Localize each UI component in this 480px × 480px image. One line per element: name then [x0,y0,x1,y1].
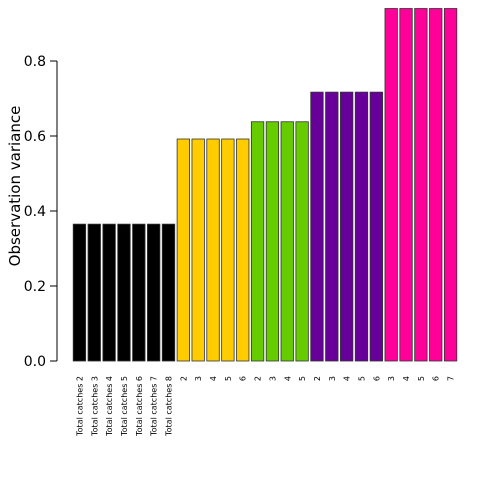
x-tick-label: 3 [268,376,277,381]
x-tick-label: Total catches 8 [165,376,174,437]
bars [72,8,458,362]
bar [102,223,116,362]
x-tick-label: 6 [432,376,441,381]
bar [295,121,309,362]
x-tick-label: 5 [224,376,233,381]
y-axis-label: Observation variance [6,106,24,267]
x-tick-label: 2 [254,376,263,381]
bar [161,223,176,362]
x-tick-label: 4 [402,376,411,381]
bar [280,121,294,362]
bar [414,8,428,362]
bar [87,223,101,362]
bar [206,138,220,362]
bar [265,121,280,362]
bar [221,138,235,362]
bar [117,223,131,362]
bar [147,223,161,362]
bar [236,138,250,362]
x-tick-label: 4 [209,376,218,381]
bar [310,91,324,362]
y-axis: 0.0 0.2 0.4 0.6 0.8 [24,54,58,370]
x-tick-label: 3 [194,376,203,381]
x-tick-label: 4 [283,376,292,381]
x-tick-labels: Total catches 2 Total catches 3 Total catc… [75,376,455,437]
bar [369,91,383,362]
bar [72,223,87,362]
x-tick-label: 6 [372,376,381,381]
x-tick-label: 2 [179,376,188,381]
bar [176,138,190,362]
x-tick-label: 4 [343,376,352,381]
bar [384,8,398,362]
bar [325,91,339,362]
x-tick-label: 6 [239,376,248,381]
y-tick-label: 0.4 [24,204,46,220]
bar [429,8,443,362]
bar [132,223,146,362]
bar [354,91,369,362]
x-tick-label: 5 [417,376,426,381]
bar [250,121,265,362]
x-tick-label: 2 [313,376,322,381]
bar [340,91,354,362]
bar [191,138,205,362]
bar [443,8,458,362]
y-tick-label: 0.6 [24,129,46,145]
x-tick-label: Total catches 7 [150,376,159,437]
x-tick-label: 7 [447,376,456,381]
y-tick-label: 0.0 [24,354,46,370]
y-tick-label: 0.8 [24,54,46,70]
y-tick-label: 0.2 [24,279,46,295]
x-tick-label: Total catches 6 [135,376,144,437]
x-tick-label: 3 [387,376,396,381]
x-tick-label: Total catches 3 [90,376,99,437]
x-tick-label: 5 [298,376,307,381]
x-tick-label: Total catches 5 [120,376,129,437]
x-tick-label: 5 [358,376,367,381]
x-tick-label: Total catches 4 [105,376,114,437]
x-tick-label: 3 [328,376,337,381]
x-tick-label: Total catches 2 [75,376,84,437]
bar [399,8,413,362]
